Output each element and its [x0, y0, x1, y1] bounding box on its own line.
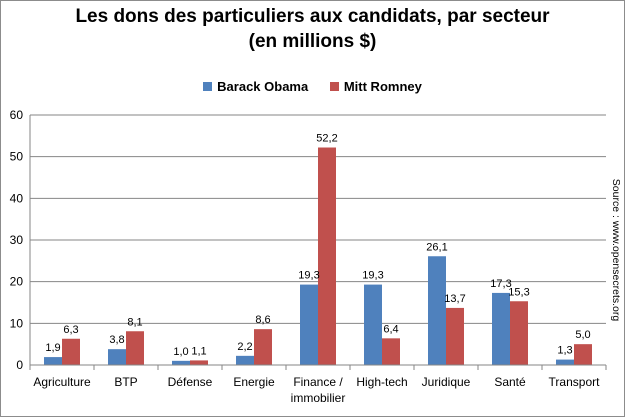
data-label: 26,1 [426, 241, 447, 253]
y-tick-label: 0 [16, 358, 23, 372]
y-tick-label: 50 [10, 150, 24, 164]
data-label: 19,3 [362, 270, 383, 282]
data-label: 8,6 [255, 314, 270, 326]
x-tick-label: Transport [549, 375, 601, 389]
data-label: 17,3 [490, 278, 511, 290]
legend: Barack Obama Mitt Romney [0, 79, 625, 94]
bar-obama [492, 292, 510, 365]
x-tick-label: BTP [114, 375, 137, 389]
x-tick-label: Juridique [422, 375, 471, 389]
bar-romney [382, 338, 400, 365]
data-label: 1,3 [557, 345, 572, 357]
y-tick-label: 10 [10, 316, 24, 330]
bar-romney [446, 307, 464, 365]
bar-obama [556, 359, 574, 365]
bar-obama [172, 360, 190, 365]
x-tick-label: Finance / immobilier [291, 375, 346, 405]
data-label: 8,1 [127, 316, 142, 328]
legend-item-obama: Barack Obama [203, 79, 308, 94]
data-label: 3,8 [109, 334, 124, 346]
legend-swatch-romney [329, 82, 339, 91]
data-label: 6,4 [383, 323, 398, 335]
data-label: 2,2 [237, 341, 252, 353]
data-label: 5,0 [575, 329, 590, 341]
x-tick-label: Santé [494, 375, 526, 389]
bar-obama [44, 357, 62, 365]
y-tick-label: 40 [10, 191, 24, 205]
data-label: 6,3 [63, 324, 78, 336]
bar-obama [236, 355, 254, 365]
source-note: Source : www.opensecrets.org [610, 178, 622, 322]
data-label: 1,1 [191, 345, 206, 357]
bar-romney [126, 331, 144, 365]
bar-romney [318, 147, 336, 365]
bar-romney [510, 301, 528, 365]
bar-obama [108, 349, 126, 365]
data-label: 52,2 [316, 133, 337, 145]
data-label: 19,3 [298, 270, 319, 282]
legend-label-romney: Mitt Romney [343, 79, 422, 94]
chart-title: Les dons des particuliers aux candidats,… [75, 6, 550, 52]
x-tick-label: Agriculture [33, 375, 91, 389]
x-tick-label: Défense [168, 375, 213, 389]
legend-label-obama: Barack Obama [217, 79, 309, 94]
legend-item-romney: Mitt Romney [329, 79, 422, 94]
bar-obama [300, 284, 318, 365]
bar-obama [364, 284, 382, 365]
bar-obama [428, 256, 446, 365]
y-tick-label: 60 [10, 108, 24, 122]
x-tick-label: High-tech [356, 375, 407, 389]
data-label: 15,3 [508, 286, 529, 298]
bar-romney [574, 344, 592, 365]
data-label: 1,0 [173, 346, 188, 358]
data-label: 1,9 [45, 342, 60, 354]
data-label: 13,7 [444, 293, 465, 305]
x-tick-label: Energie [233, 375, 275, 389]
y-tick-label: 20 [10, 275, 24, 289]
bar-romney [254, 329, 272, 365]
bar-romney [62, 338, 80, 365]
y-tick-label: 30 [10, 233, 24, 247]
bar-romney [190, 360, 208, 365]
legend-swatch-obama [203, 82, 213, 91]
